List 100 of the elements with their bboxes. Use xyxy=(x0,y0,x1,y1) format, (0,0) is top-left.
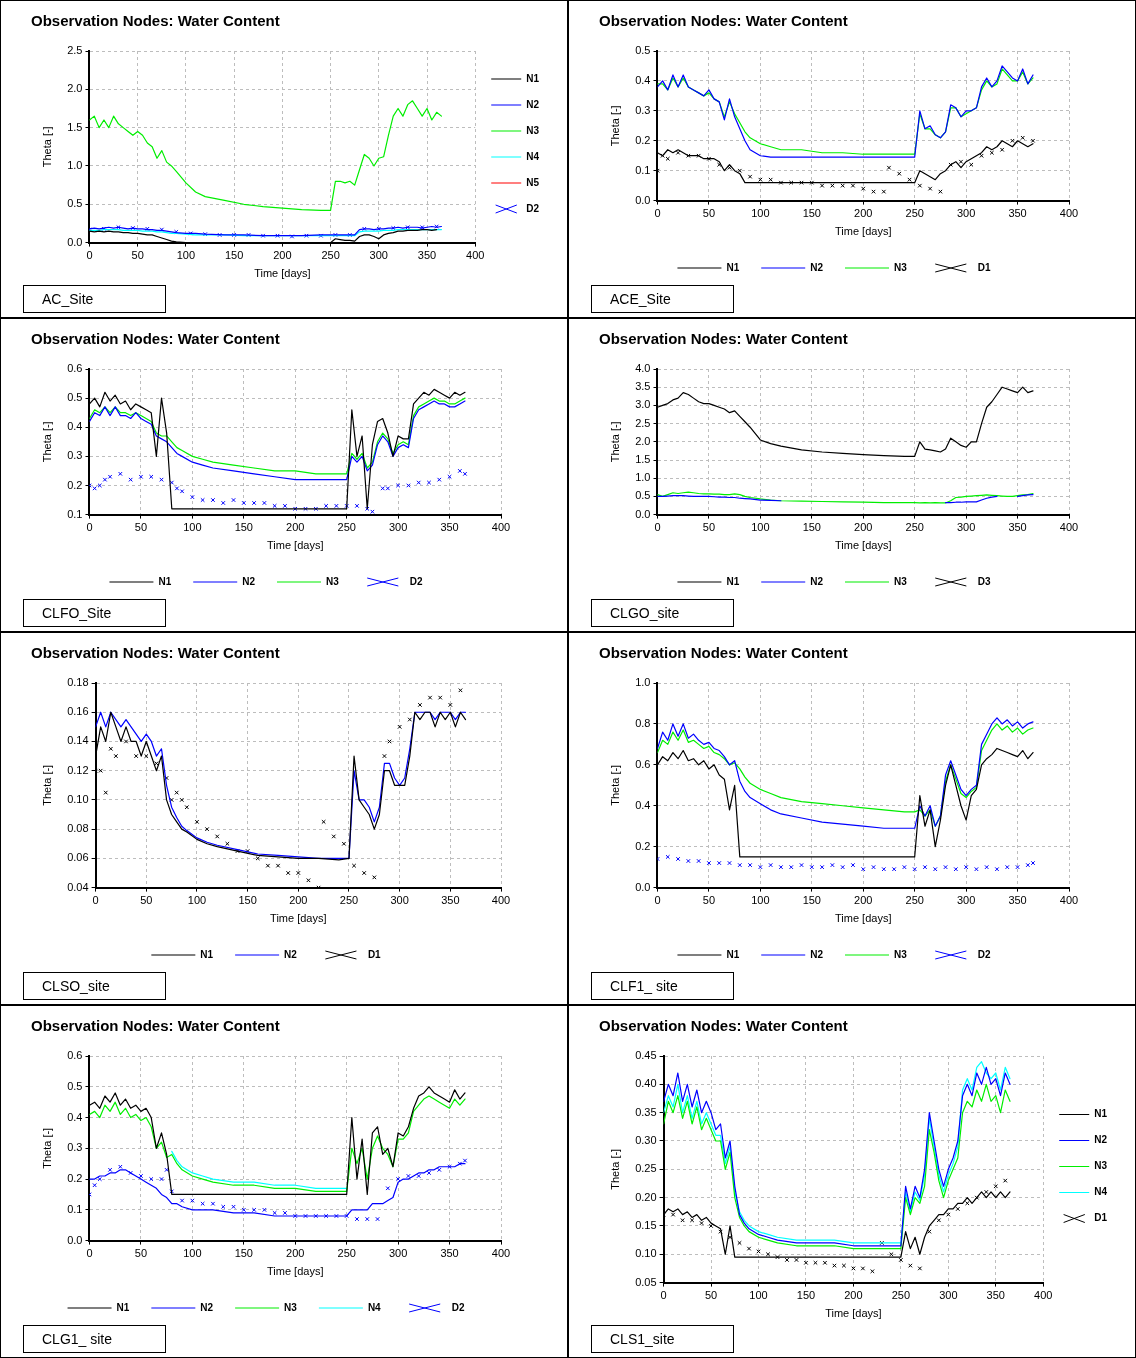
legend-label: D3 xyxy=(977,575,991,587)
y-tick-label: 0.30 xyxy=(635,1134,657,1147)
y-tick-label: 0.2 xyxy=(635,133,651,146)
legend-label: N3 xyxy=(894,948,908,960)
chart-title: Observation Nodes: Water Content xyxy=(31,330,280,348)
y-tick-label: 0.4 xyxy=(635,798,651,811)
y-tick-label: 0.25 xyxy=(635,1162,657,1175)
x-tick-label: 100 xyxy=(751,207,770,220)
y-tick-label: 0.14 xyxy=(67,734,89,747)
x-tick-label: 400 xyxy=(1034,1289,1053,1302)
y-tick-label: 3.5 xyxy=(635,380,651,393)
chart-title: Observation Nodes: Water Content xyxy=(31,1017,280,1035)
x-axis-title: Time [days] xyxy=(254,267,311,280)
chart-title: Observation Nodes: Water Content xyxy=(599,330,848,348)
y-tick-label: 0.4 xyxy=(67,1110,83,1123)
x-tick-label: 300 xyxy=(939,1289,958,1302)
y-tick-label: 0.45 xyxy=(635,1049,657,1062)
legend-label: D2 xyxy=(451,1301,465,1313)
y-tick-label: 2.0 xyxy=(67,82,83,95)
x-tick-label: 300 xyxy=(956,521,976,534)
y-tick-label: 0.20 xyxy=(635,1190,657,1203)
legend-label: N1 xyxy=(726,948,740,960)
chart-title: Observation Nodes: Water Content xyxy=(31,644,280,662)
legend-label: N1 xyxy=(526,72,540,84)
y-axis-title: Theta [-] xyxy=(608,421,621,463)
x-tick-label: 200 xyxy=(289,894,308,907)
y-axis-title: Theta [-] xyxy=(40,764,53,806)
legend-label: D2 xyxy=(526,202,540,214)
y-tick-label: 2.5 xyxy=(635,416,651,429)
x-tick-label: 350 xyxy=(417,249,437,262)
y-axis-title: Theta [-] xyxy=(40,126,53,168)
legend-label: N3 xyxy=(894,575,908,587)
x-tick-label: 150 xyxy=(802,521,821,534)
x-tick-label: 200 xyxy=(844,1289,863,1302)
x-tick-label: 150 xyxy=(802,207,821,220)
legend-label: D2 xyxy=(977,948,991,960)
y-tick-label: 1.0 xyxy=(635,471,651,484)
x-tick-label: 350 xyxy=(441,894,460,907)
x-axis-title: Time [days] xyxy=(825,1307,882,1320)
y-tick-label: 0.1 xyxy=(635,163,651,176)
legend-label: D2 xyxy=(409,575,423,587)
y-tick-label: 0.05 xyxy=(635,1275,657,1288)
y-tick-label: 0.3 xyxy=(67,1141,83,1154)
y-tick-label: 0.0 xyxy=(635,507,651,520)
x-tick-label: 300 xyxy=(369,249,388,262)
x-tick-label: 200 xyxy=(286,521,305,534)
x-tick-label: 100 xyxy=(187,894,207,907)
y-tick-label: 0.4 xyxy=(67,420,83,433)
x-tick-label: 0 xyxy=(86,521,93,534)
y-tick-label: 0.5 xyxy=(67,1079,83,1092)
y-tick-label: 0.40 xyxy=(635,1077,657,1090)
text: CLGO_site xyxy=(591,599,734,627)
y-tick-label: 0.18 xyxy=(67,676,89,689)
x-tick-label: 0 xyxy=(654,207,661,220)
x-tick-label: 400 xyxy=(466,249,485,262)
x-tick-label: 400 xyxy=(491,521,511,534)
y-tick-label: 0.06 xyxy=(67,851,89,864)
x-axis-title: Time [days] xyxy=(267,539,324,552)
x-tick-label: 200 xyxy=(273,249,292,262)
x-tick-label: 150 xyxy=(238,894,257,907)
x-tick-label: 0 xyxy=(654,894,661,907)
y-axis-title: Theta [-] xyxy=(608,764,621,806)
y-tick-label: 0.2 xyxy=(67,478,83,491)
text: CLSO_site xyxy=(23,972,166,1000)
text: AC_Site xyxy=(23,285,166,313)
x-tick-label: 350 xyxy=(986,1289,1005,1302)
x-tick-label: 300 xyxy=(956,894,976,907)
x-axis-title: Time [days] xyxy=(270,912,327,925)
x-tick-label: 100 xyxy=(183,521,202,534)
y-axis-title: Theta [-] xyxy=(40,1127,53,1169)
x-tick-label: 250 xyxy=(891,1289,911,1302)
x-tick-label: 50 xyxy=(134,521,148,534)
x-tick-label: 400 xyxy=(1059,207,1079,220)
legend-label: N4 xyxy=(1094,1186,1108,1198)
x-tick-label: 400 xyxy=(1059,894,1079,907)
x-tick-label: 200 xyxy=(854,207,873,220)
legend-label: N3 xyxy=(894,261,908,273)
legend-label: N1 xyxy=(726,261,740,273)
x-tick-label: 300 xyxy=(956,207,976,220)
y-tick-label: 0.5 xyxy=(635,489,651,502)
x-tick-label: 350 xyxy=(440,521,459,534)
x-tick-label: 250 xyxy=(905,894,924,907)
x-tick-label: 250 xyxy=(339,894,359,907)
x-tick-label: 0 xyxy=(660,1289,667,1302)
legend-label: N1 xyxy=(158,575,172,587)
x-tick-label: 0 xyxy=(654,521,661,534)
x-tick-label: 100 xyxy=(176,249,196,262)
x-tick-label: 250 xyxy=(905,207,924,220)
chart-title: Observation Nodes: Water Content xyxy=(31,12,280,30)
x-tick-label: 200 xyxy=(854,894,873,907)
y-tick-label: 0.5 xyxy=(67,197,83,210)
y-tick-label: 0.04 xyxy=(67,880,89,893)
y-tick-label: 0.6 xyxy=(67,362,83,375)
y-tick-label: 0.0 xyxy=(67,1233,83,1246)
text: CLFO_Site xyxy=(23,599,166,627)
y-tick-label: 0.2 xyxy=(635,839,651,852)
x-tick-label: 250 xyxy=(905,521,924,534)
y-tick-label: 2.5 xyxy=(67,44,83,57)
y-tick-label: 0.5 xyxy=(67,391,83,404)
x-tick-label: 200 xyxy=(854,521,873,534)
